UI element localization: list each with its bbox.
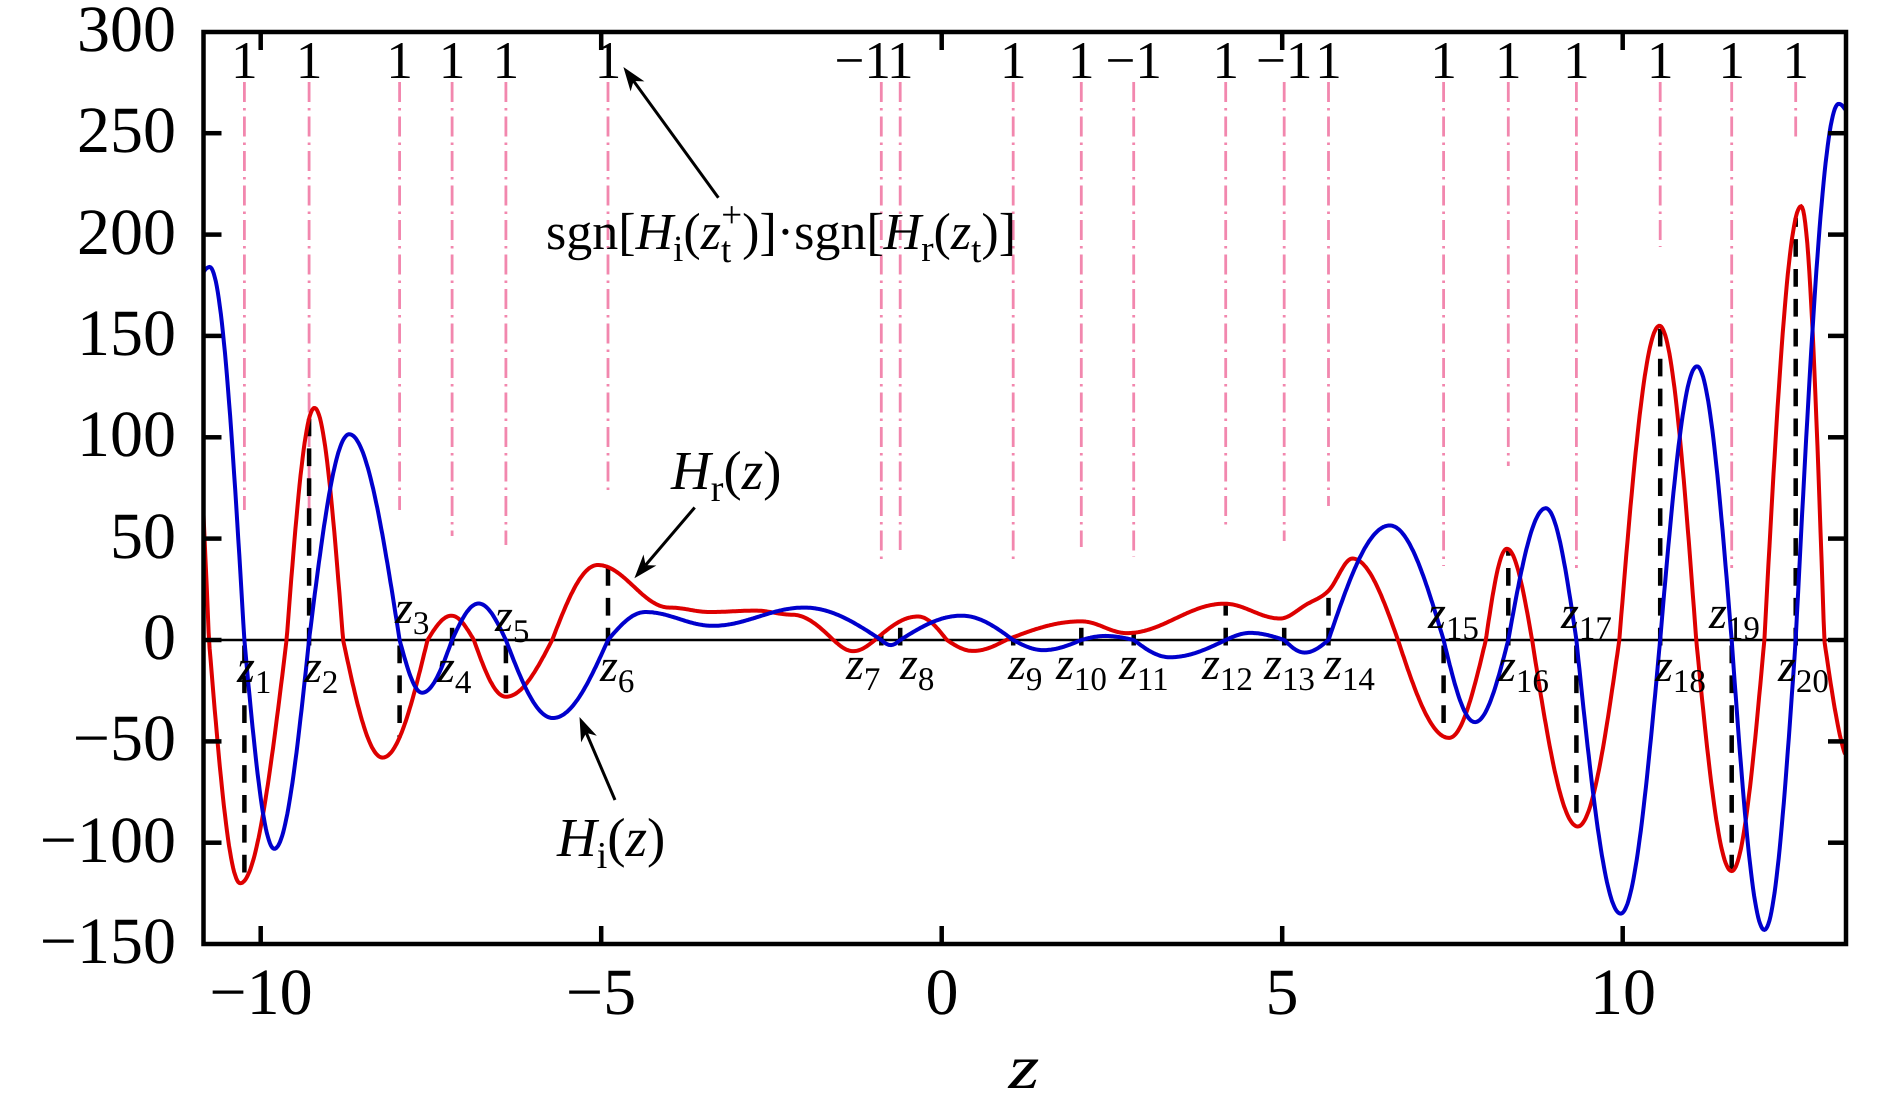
svg-text:1: 1 — [595, 32, 622, 90]
svg-text:Hr(z): Hr(z) — [670, 440, 781, 510]
svg-text:1: 1 — [386, 32, 413, 90]
svg-text:1: 1 — [439, 32, 466, 90]
svg-text:1: 1 — [1563, 32, 1590, 90]
svg-text:150: 150 — [77, 297, 176, 370]
svg-text:200: 200 — [77, 196, 176, 269]
svg-text:−5: −5 — [566, 956, 636, 1029]
svg-text:100: 100 — [77, 398, 176, 471]
svg-text:1: 1 — [493, 32, 520, 90]
svg-text:z1: z1 — [236, 641, 271, 701]
svg-text:0: 0 — [926, 956, 959, 1029]
svg-text:−100: −100 — [40, 804, 176, 877]
svg-text:z: z — [1007, 1034, 1039, 1102]
svg-text:300: 300 — [77, 0, 176, 66]
svg-text:−50: −50 — [73, 702, 176, 775]
svg-text:1: 1 — [1315, 32, 1342, 90]
svg-text:1: 1 — [1495, 32, 1522, 90]
svg-text:−1: −1 — [835, 32, 891, 90]
svg-text:Hi(z): Hi(z) — [556, 807, 665, 877]
svg-text:1: 1 — [1782, 32, 1809, 90]
svg-text:1: 1 — [1000, 32, 1027, 90]
svg-text:1: 1 — [1647, 32, 1674, 90]
svg-text:1: 1 — [1212, 32, 1239, 90]
svg-text:5: 5 — [1266, 956, 1299, 1029]
svg-text:1: 1 — [296, 32, 323, 90]
svg-text:−10: −10 — [209, 956, 312, 1029]
svg-text:sgn[Hi(zt+)]·sgn[Hr(zt)]: sgn[Hi(zt+)]·sgn[Hr(zt)] — [546, 195, 1016, 271]
svg-text:1: 1 — [1430, 32, 1457, 90]
svg-text:50: 50 — [110, 500, 176, 573]
svg-text:−1: −1 — [1106, 32, 1162, 90]
svg-text:1: 1 — [1068, 32, 1095, 90]
svg-text:1: 1 — [887, 32, 914, 90]
svg-text:−1: −1 — [1256, 32, 1312, 90]
svg-text:10: 10 — [1590, 956, 1656, 1029]
svg-text:−150: −150 — [40, 905, 176, 978]
svg-text:0: 0 — [143, 601, 176, 674]
svg-text:1: 1 — [1718, 32, 1745, 90]
svg-text:1: 1 — [231, 32, 258, 90]
svg-text:250: 250 — [77, 94, 176, 167]
